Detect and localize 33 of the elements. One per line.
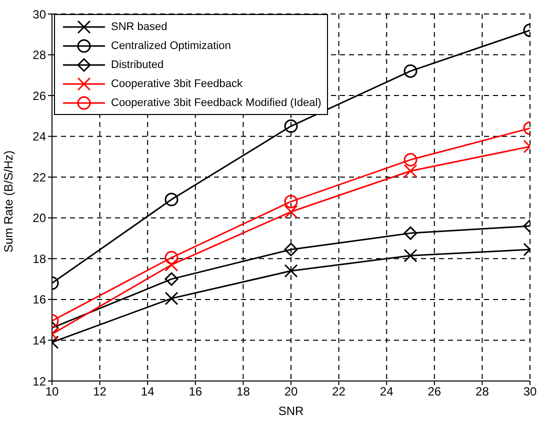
- legend-label: Cooperative 3bit Feedback: [111, 78, 242, 90]
- x-tick-label: 30: [523, 384, 537, 399]
- y-tick-label: 16: [32, 292, 46, 307]
- x-tick-label: 20: [284, 384, 298, 399]
- point: [284, 242, 298, 256]
- point: [284, 264, 298, 278]
- y-tick-label: 26: [32, 88, 46, 103]
- x-tick-label: 26: [428, 384, 442, 399]
- legend-label: SNR based: [111, 20, 168, 32]
- y-tick-label: 28: [32, 48, 46, 62]
- x-tick-label: 10: [45, 384, 59, 399]
- x-axis-title: SNR: [278, 404, 304, 418]
- y-tick-label: 24: [32, 130, 46, 144]
- x-tick-label: 14: [140, 384, 155, 399]
- y-axis-title: Sum Rate (B/S/Hz): [1, 150, 16, 252]
- x-tick-label: 16: [188, 384, 202, 399]
- legend-label: Cooperative 3bit Feedback Modified (Ideal): [111, 96, 322, 108]
- y-tick-label: 12: [32, 374, 46, 388]
- y-tick-label: 20: [32, 211, 46, 226]
- point: [284, 205, 298, 219]
- y-tick-label: 22: [32, 170, 46, 184]
- y-tick-label: 30: [32, 7, 46, 22]
- legend-label: Centralized Optimization: [111, 40, 231, 52]
- y-tick-label: 18: [32, 252, 46, 266]
- point: [284, 119, 298, 133]
- x-tick-label: 24: [380, 384, 394, 399]
- x-tick-label: 18: [236, 384, 250, 399]
- x-tick-label: 12: [93, 384, 107, 399]
- x-tick-label: 28: [476, 384, 490, 399]
- y-tick-label: 14: [32, 333, 46, 348]
- x-tick-label: 22: [332, 384, 346, 399]
- legend-label: Distributed: [111, 58, 164, 70]
- point: [284, 194, 298, 208]
